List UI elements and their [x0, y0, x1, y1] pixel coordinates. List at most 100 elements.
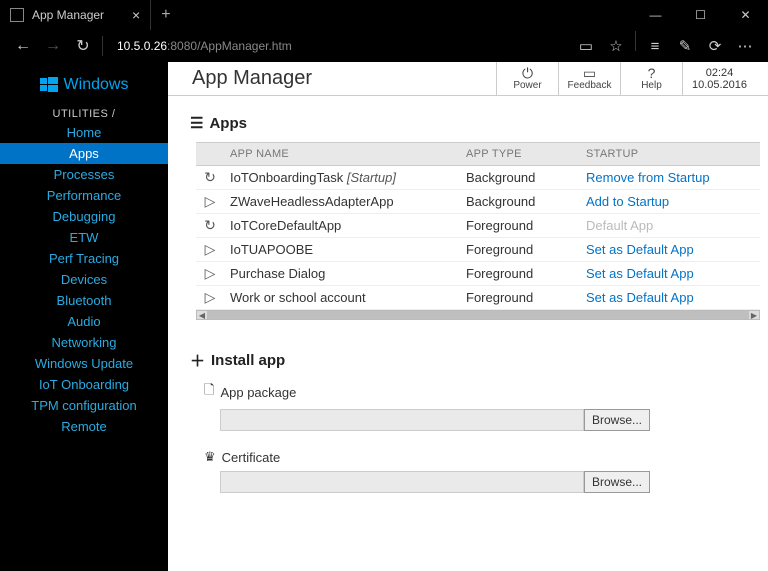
- new-tab-button[interactable]: +: [151, 6, 180, 24]
- package-file-input[interactable]: [220, 409, 584, 431]
- tab-close-icon[interactable]: ×: [132, 7, 140, 23]
- col-startup[interactable]: STARTUP: [580, 143, 760, 166]
- feedback-button[interactable]: ▭ Feedback: [558, 62, 620, 96]
- table-row: ↻IoTCoreDefaultAppForegroundDefault App: [196, 214, 760, 238]
- play-icon[interactable]: ▷: [196, 190, 224, 214]
- sidebar-item-devices[interactable]: Devices: [0, 269, 168, 290]
- nav-refresh-button[interactable]: ↻: [68, 31, 98, 61]
- url-host: 10.5.0.26: [117, 39, 167, 53]
- help-button[interactable]: ? Help: [620, 62, 682, 96]
- hub-icon[interactable]: ≡: [640, 31, 670, 61]
- file-icon: 🗋: [204, 381, 214, 403]
- window-close-button[interactable]: ✕: [723, 0, 768, 30]
- app-type-cell: Background: [460, 166, 580, 190]
- date-text: 10.05.2016: [692, 79, 747, 91]
- table-row: ▷Purchase DialogForegroundSet as Default…: [196, 262, 760, 286]
- startup-cell[interactable]: Set as Default App: [580, 262, 760, 286]
- restart-icon[interactable]: ↻: [196, 166, 224, 190]
- sidebar: Windows UTILITIES / HomeAppsProcessesPer…: [0, 62, 168, 571]
- apps-heading: ☰ Apps: [190, 114, 768, 132]
- help-label: Help: [641, 80, 662, 91]
- install-heading: ＋ Install app: [190, 350, 768, 371]
- sidebar-item-audio[interactable]: Audio: [0, 311, 168, 332]
- scroll-thumb[interactable]: [207, 311, 749, 319]
- certificate-subhead: ♛ Certificate: [204, 449, 768, 465]
- certificate-file-input[interactable]: [220, 471, 584, 493]
- app-name-cell: Purchase Dialog: [224, 262, 460, 286]
- certificate-label: Certificate: [222, 450, 281, 465]
- app-type-cell: Foreground: [460, 214, 580, 238]
- window-maximize-button[interactable]: ☐: [678, 0, 723, 30]
- apps-table: APP NAME APP TYPE STARTUP ↻IoTOnboarding…: [196, 142, 760, 310]
- nav-forward-button[interactable]: →: [38, 31, 68, 61]
- browser-tab[interactable]: App Manager ×: [0, 0, 151, 30]
- startup-cell[interactable]: Add to Startup: [580, 190, 760, 214]
- app-name-cell: Work or school account: [224, 286, 460, 310]
- share-icon[interactable]: ⟳: [700, 31, 730, 61]
- tab-favicon: [10, 8, 24, 22]
- sidebar-item-home[interactable]: Home: [0, 122, 168, 143]
- app-name-cell: IoTOnboardingTask [Startup]: [224, 166, 460, 190]
- package-browse-button[interactable]: Browse...: [584, 409, 650, 431]
- play-icon[interactable]: ▷: [196, 238, 224, 262]
- window-titlebar: App Manager × + — ☐ ✕: [0, 0, 768, 30]
- certificate-browse-button[interactable]: Browse...: [584, 471, 650, 493]
- windows-logo-icon: [40, 76, 58, 94]
- sidebar-item-etw[interactable]: ETW: [0, 227, 168, 248]
- sidebar-item-windows-update[interactable]: Windows Update: [0, 353, 168, 374]
- power-button[interactable]: ⏻ Power: [496, 62, 558, 96]
- brand-text: Windows: [64, 76, 129, 94]
- power-label: Power: [513, 80, 541, 91]
- col-type[interactable]: APP TYPE: [460, 143, 580, 166]
- table-row: ▷Work or school accountForegroundSet as …: [196, 286, 760, 310]
- feedback-label: Feedback: [568, 80, 612, 91]
- restart-icon[interactable]: ↻: [196, 214, 224, 238]
- more-icon[interactable]: ⋯: [730, 31, 760, 61]
- sidebar-item-processes[interactable]: Processes: [0, 164, 168, 185]
- webnote-icon[interactable]: ✎: [670, 31, 700, 61]
- window-minimize-button[interactable]: —: [633, 0, 678, 30]
- sidebar-item-networking[interactable]: Networking: [0, 332, 168, 353]
- play-icon[interactable]: ▷: [196, 286, 224, 310]
- play-icon[interactable]: ▷: [196, 262, 224, 286]
- package-label: App package: [220, 385, 296, 400]
- sidebar-item-remote[interactable]: Remote: [0, 416, 168, 437]
- app-type-cell: Foreground: [460, 286, 580, 310]
- url-path: :8080/AppManager.htm: [167, 39, 292, 53]
- power-icon: ⏻: [522, 66, 533, 80]
- startup-cell[interactable]: Set as Default App: [580, 238, 760, 262]
- sidebar-item-bluetooth[interactable]: Bluetooth: [0, 290, 168, 311]
- apps-heading-text: Apps: [209, 115, 247, 132]
- list-icon: ☰: [190, 114, 203, 132]
- col-name[interactable]: APP NAME: [224, 143, 460, 166]
- app-name-cell: IoTUAPOOBE: [224, 238, 460, 262]
- sidebar-item-debugging[interactable]: Debugging: [0, 206, 168, 227]
- install-heading-text: Install app: [211, 352, 285, 369]
- sidebar-item-perf-tracing[interactable]: Perf Tracing: [0, 248, 168, 269]
- sidebar-item-iot-onboarding[interactable]: IoT Onboarding: [0, 374, 168, 395]
- sidebar-item-apps[interactable]: Apps: [0, 143, 168, 164]
- app-type-cell: Foreground: [460, 238, 580, 262]
- scroll-right-icon[interactable]: ▶: [749, 311, 759, 319]
- col-action: [196, 143, 224, 166]
- table-row: ▷IoTUAPOOBEForegroundSet as Default App: [196, 238, 760, 262]
- startup-cell[interactable]: Set as Default App: [580, 286, 760, 310]
- sidebar-item-performance[interactable]: Performance: [0, 185, 168, 206]
- apps-table-wrap: APP NAME APP TYPE STARTUP ↻IoTOnboarding…: [196, 142, 760, 320]
- app-type-cell: Foreground: [460, 262, 580, 286]
- scroll-left-icon[interactable]: ◀: [197, 311, 207, 319]
- sidebar-item-tpm-configuration[interactable]: TPM configuration: [0, 395, 168, 416]
- certificate-icon: ♛: [204, 449, 216, 465]
- tab-title: App Manager: [32, 8, 104, 22]
- nav-back-button[interactable]: ←: [8, 31, 38, 61]
- horizontal-scrollbar[interactable]: ◀ ▶: [196, 310, 760, 320]
- page-toolbar: App Manager ⏻ Power ▭ Feedback ? Help 02…: [168, 62, 768, 96]
- favorite-icon[interactable]: ☆: [601, 31, 631, 61]
- time-text: 02:24: [706, 67, 734, 79]
- browser-navbar: ← → ↻ 10.5.0.26:8080/AppManager.htm ▭ ☆ …: [0, 30, 768, 62]
- table-row: ▷ZWaveHeadlessAdapterAppBackgroundAdd to…: [196, 190, 760, 214]
- address-bar[interactable]: 10.5.0.26:8080/AppManager.htm: [117, 39, 561, 53]
- help-icon: ?: [648, 66, 656, 80]
- reading-view-icon[interactable]: ▭: [571, 31, 601, 61]
- startup-cell[interactable]: Remove from Startup: [580, 166, 760, 190]
